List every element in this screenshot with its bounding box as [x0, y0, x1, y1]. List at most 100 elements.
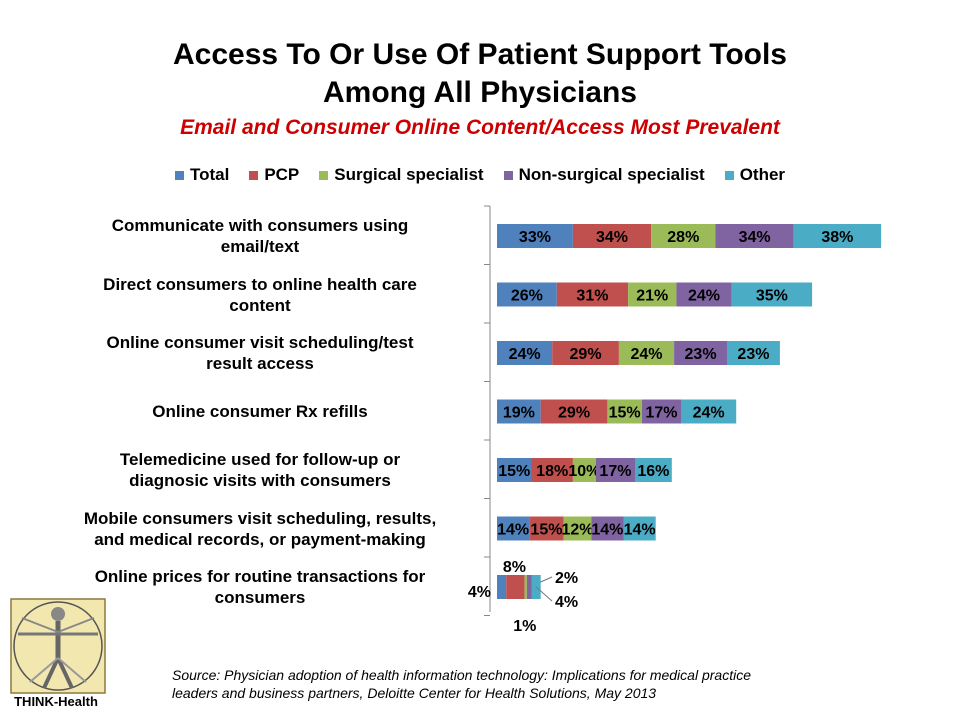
category-label-line: Online consumer Rx refills [152, 402, 368, 421]
data-label: 24% [509, 346, 541, 363]
bar-non-surgical-specialist [595, 458, 635, 482]
bar-pcp [556, 282, 629, 307]
data-label: 15% [530, 522, 562, 539]
title-line-1: Access To Or Use Of Patient Support Tool… [173, 38, 787, 71]
bar-other [793, 224, 882, 248]
legend-swatch [319, 170, 329, 180]
chart-subtitle: Email and Consumer Online Content/Access… [180, 116, 780, 139]
title-line-2: Among All Physicians [323, 76, 637, 109]
bar-non-surgical-specialist [715, 224, 794, 248]
bar-total [497, 575, 507, 599]
category-label-line: Online prices for routine transactions f… [94, 567, 426, 586]
data-label: 34% [739, 229, 771, 246]
data-label: 29% [570, 346, 602, 363]
category-label-line: Direct consumers to online health care [103, 274, 417, 294]
category-label-line: content [229, 295, 291, 315]
legend-item-non-surgical-specialist: Non-surgical specialist [503, 165, 705, 185]
think-health-logo [10, 598, 106, 694]
data-label: 23% [685, 346, 717, 363]
category-label-line: Telemedicine used for follow-up or [119, 450, 401, 469]
category-label-line: result access [206, 354, 314, 373]
data-label: 14% [497, 522, 529, 539]
bar-other [731, 282, 813, 307]
data-label: 4% [555, 594, 578, 611]
chart-title: Access To Or Use Of Patient Support Tool… [0, 36, 960, 112]
legend-swatch [503, 170, 513, 180]
bar-surgical-specialist [607, 399, 642, 424]
data-label: 29% [558, 405, 590, 422]
data-label: 10% [568, 463, 600, 480]
bar-pcp [506, 575, 525, 599]
logo-text: THINK-Health [14, 694, 98, 709]
legend-item-other: Other [724, 165, 786, 185]
category-label-line: and medical records, or payment-making [94, 529, 426, 549]
bar-total [497, 282, 557, 307]
bar-other [623, 516, 656, 541]
data-label: 15% [498, 463, 530, 480]
bar-total [497, 458, 532, 482]
data-label: 35% [756, 288, 788, 305]
bar-pcp [572, 224, 652, 248]
legend-item-surgical-specialist: Surgical specialist [319, 165, 484, 185]
data-label: 17% [645, 405, 677, 422]
legend: Total PCP Surgical specialist Non-surgical … [0, 165, 960, 185]
source-line-1: Source: Physician adoption of health inf… [172, 667, 751, 683]
category-label: Telemedicine used for follow-up or diagno… [40, 449, 480, 491]
category-label: Mobile consumers visit scheduling, resul… [40, 508, 480, 550]
data-label: 34% [596, 229, 628, 246]
category-label-line: Mobile consumers visit scheduling, resul… [83, 508, 437, 528]
data-label: 26% [511, 288, 543, 305]
bar-pcp [529, 516, 564, 541]
legend-item-total: Total [174, 165, 229, 185]
legend-label: Other [739, 165, 786, 184]
data-label: 4% [468, 584, 491, 601]
bar-total [497, 516, 530, 541]
bar-surgical-specialist [651, 224, 716, 248]
category-label-line: Online consumer visit scheduling/test [106, 333, 414, 352]
category-label: Communicate with consumers using email/te… [40, 215, 480, 257]
bar-non-surgical-specialist [674, 341, 727, 365]
data-label: 2% [555, 570, 578, 587]
bar-non-surgical-specialist [591, 516, 624, 541]
data-label: 16% [637, 463, 669, 480]
category-label: Online consumer visit scheduling/test res… [40, 332, 480, 374]
data-label: 24% [693, 405, 725, 422]
data-label: 12% [561, 522, 593, 539]
data-label: 38% [821, 229, 853, 246]
bar-non-surgical-specialist [641, 399, 681, 424]
data-label: 23% [737, 346, 769, 363]
data-label: 17% [599, 463, 631, 480]
bar-other [681, 399, 737, 424]
bar-surgical-specialist [563, 516, 592, 541]
legend-swatch [724, 170, 734, 180]
bar-pcp [540, 399, 608, 424]
bar-pcp [531, 458, 573, 482]
data-label: 1% [513, 618, 536, 635]
data-label: 21% [636, 288, 668, 305]
data-label: 14% [624, 522, 656, 539]
bar-surgical-specialist [618, 341, 675, 365]
bar-non-surgical-specialist [676, 282, 732, 307]
legend-swatch [174, 170, 184, 180]
leader-line [535, 586, 553, 602]
legend-item-pcp: PCP [249, 165, 299, 185]
source-note: Source: Physician adoption of health inf… [172, 666, 872, 702]
legend-label: Non-surgical specialist [518, 165, 705, 184]
category-label: Online consumer Rx refills [40, 401, 480, 422]
data-label: 24% [688, 288, 720, 305]
bar-total [497, 224, 573, 248]
data-label: 15% [609, 405, 641, 422]
source-line-2: leaders and business partners, Deloitte … [172, 685, 657, 701]
bar-total [497, 399, 541, 424]
bar-total [497, 341, 553, 365]
bar-other [727, 341, 780, 365]
category-label-line: diagnosic visits with consumers [129, 471, 391, 490]
category-label: Online prices for routine transactions f… [40, 566, 480, 608]
data-label: 31% [576, 288, 608, 305]
legend-label: Surgical specialist [334, 165, 484, 184]
data-label: 14% [591, 522, 623, 539]
bar-surgical-specialist [572, 458, 596, 482]
bar-surgical-specialist [524, 575, 527, 599]
category-label: Direct consumers to online health care co… [40, 274, 480, 316]
